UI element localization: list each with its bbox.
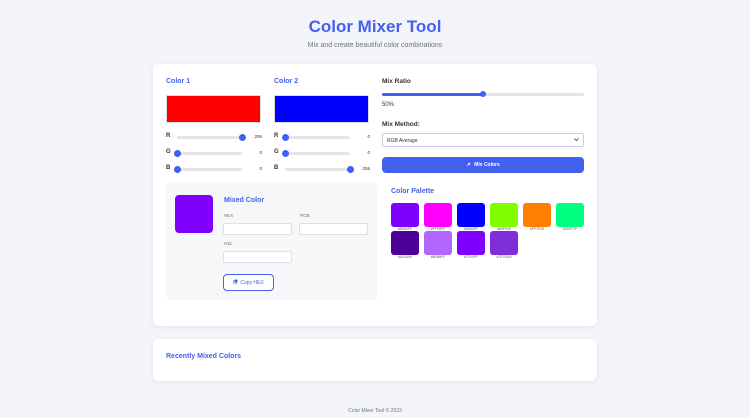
b-value: 255 [362,165,370,171]
palette-swatch[interactable] [523,203,551,227]
page-subtitle: Mix and create beautiful color combinati… [307,42,443,49]
color2-b-slider[interactable]: B 255 [274,164,480,174]
g-label: G [274,149,279,155]
color2-g-slider[interactable]: G 0 [274,148,480,158]
color1-b-slider[interactable]: B 0 [166,164,372,174]
palette-swatch-label: #FF00FF [430,227,446,231]
footer: Color Mixer Tool © 2023 [348,408,402,414]
palette-swatch-label: #8000FF [397,227,412,231]
r-value: 255 [254,133,262,139]
copy-hex-label: Copy HEX [240,279,264,286]
mix-method-select[interactable]: RGB Average [382,133,584,147]
copy-hex-button[interactable]: Copy HEX [223,274,274,291]
r-label: R [274,133,279,139]
color1-title: Color 1 [166,78,191,85]
mix-ratio-fill [382,93,483,96]
g-value: 0 [367,149,370,155]
slider-thumb[interactable] [173,149,181,157]
palette-swatch-label: #FF7F00 [529,227,545,231]
eyedropper-icon [466,162,471,169]
mixed-color-preview [175,195,213,233]
mix-ratio-thumb[interactable] [480,91,486,97]
b-value: 0 [259,165,262,171]
mix-ratio-label: Mix Ratio [382,78,411,85]
copy-icon [233,279,238,286]
slider-thumb[interactable] [346,165,354,173]
hsl-label: HSL [224,241,233,246]
rgb-field[interactable] [299,223,368,235]
slider-thumb[interactable] [173,165,181,173]
palette-swatch-label: #B266FF [430,255,446,259]
mixer-card: Color 1 R 255 G 0 B 0 Color 2 R 0 G 0 B … [153,64,597,326]
b-label: B [166,165,171,171]
mix-colors-button[interactable]: Mix Colors [382,157,584,173]
palette-swatch-label: #4C0099 [397,255,413,259]
slider-thumb[interactable] [238,133,246,141]
mix-ratio-value: 50% [382,102,395,108]
g-value: 0 [259,149,262,155]
color2-title: Color 2 [274,78,299,85]
mixed-color-panel: Mixed Color HEX RGB HSL Copy HEX [166,182,377,300]
palette-swatch-label: #0000FF [463,227,478,231]
palette-swatch-label: #7F2DD9 [496,255,512,259]
r-label: R [166,133,171,139]
color1-r-slider[interactable]: R 255 [166,132,372,142]
palette-swatch[interactable] [490,231,518,255]
palette-swatch[interactable] [424,231,452,255]
mixed-color-title: Mixed Color [224,197,265,204]
slider-thumb[interactable] [281,133,289,141]
palette-swatch-label: #7F00FF [463,255,479,259]
color2-swatch [274,95,369,123]
color-palette-title: Color Palette [391,188,435,195]
chevron-down-icon [574,137,579,144]
b-label: B [274,165,279,171]
palette-swatch-label: #80FF00 [496,227,511,231]
color2-r-slider[interactable]: R 0 [274,132,480,142]
hex-field[interactable] [223,223,292,235]
palette-swatch[interactable] [490,203,518,227]
color1-swatch [166,95,261,123]
mix-colors-label: Mix Colors [474,162,500,168]
hsl-field[interactable] [223,251,292,263]
mix-ratio-slider[interactable] [382,91,584,97]
slider-thumb[interactable] [281,149,289,157]
palette-swatch[interactable] [457,231,485,255]
recent-colors-card: Recently Mixed Colors [153,339,597,381]
rgb-label: RGB [300,213,310,218]
palette-swatch[interactable] [424,203,452,227]
palette-swatch[interactable] [556,203,584,227]
palette-swatch[interactable] [391,203,419,227]
palette-swatch[interactable] [391,231,419,255]
color1-g-slider[interactable]: G 0 [166,148,372,158]
page-title: Color Mixer Tool [308,17,442,36]
recent-colors-title: Recently Mixed Colors [166,353,242,360]
palette-swatch-label: #00FF7F [562,227,578,231]
mix-method-label: Mix Method: [382,121,420,128]
g-label: G [166,149,171,155]
hex-label: HEX [224,213,234,218]
palette-swatch[interactable] [457,203,485,227]
mix-method-selected: RGB Average [387,138,418,144]
r-value: 0 [367,133,370,139]
